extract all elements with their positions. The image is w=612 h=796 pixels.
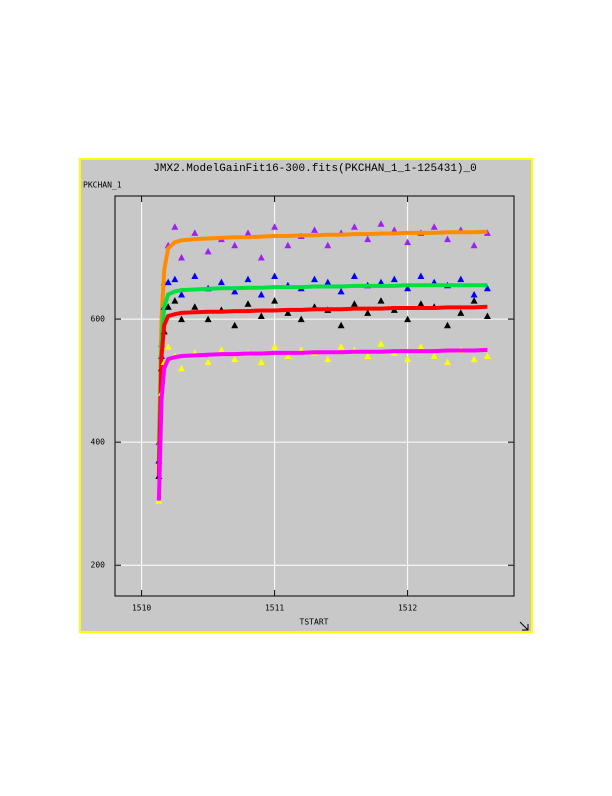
point: [470, 290, 478, 298]
point: [364, 235, 372, 243]
point: [430, 223, 438, 230]
point: [178, 254, 185, 261]
chart-title: JMX2.ModelGainFit16-300.fits(PKCHAN_1_1-…: [153, 163, 476, 175]
point: [457, 309, 465, 316]
point: [483, 352, 491, 359]
point: [483, 312, 491, 319]
point: [350, 300, 358, 307]
point: [297, 315, 305, 323]
point: [417, 272, 425, 279]
point: [444, 358, 451, 366]
y-tick-label: 400: [91, 438, 106, 447]
point: [164, 278, 172, 286]
point: [231, 321, 239, 329]
point: [191, 229, 199, 236]
point: [257, 254, 265, 261]
point: [271, 223, 279, 230]
point: [257, 312, 265, 319]
point: [231, 241, 239, 249]
x-tick-label: 1512: [398, 604, 417, 613]
point: [324, 355, 332, 363]
point: [231, 287, 239, 295]
point: [417, 343, 425, 350]
point: [204, 315, 212, 323]
point: [257, 358, 265, 366]
point: [231, 355, 239, 363]
point: [178, 364, 185, 372]
point: [164, 303, 172, 310]
point: [350, 272, 358, 279]
point: [377, 297, 385, 304]
point: [244, 229, 252, 236]
y-tick-label: 600: [91, 315, 106, 324]
point: [470, 297, 478, 304]
plot-frame: [114, 195, 515, 597]
fit-line: [156, 347, 488, 501]
point: [284, 352, 292, 359]
plot: 1510 1511 1512 200 400 600: [91, 196, 514, 613]
point: [171, 223, 179, 230]
x-tick-label: 1510: [132, 604, 151, 613]
point: [404, 315, 412, 323]
panel: [79, 158, 533, 633]
point: [337, 287, 345, 295]
point: [178, 315, 185, 323]
fit-line: [156, 283, 488, 461]
resize-icon[interactable]: [519, 621, 529, 631]
point: [271, 343, 279, 350]
point: [337, 321, 345, 329]
point: [257, 290, 265, 298]
fit-line: [156, 304, 488, 477]
point: [377, 340, 385, 347]
point: [457, 275, 465, 283]
point: [430, 352, 438, 359]
x-tick-label: 1511: [265, 604, 284, 613]
point: [171, 275, 179, 283]
point: [164, 343, 172, 350]
point: [470, 241, 478, 249]
point: [483, 284, 491, 292]
point: [444, 321, 451, 329]
point: [390, 275, 398, 283]
point: [284, 309, 292, 316]
point: [244, 275, 252, 283]
point: [444, 235, 451, 243]
point: [404, 238, 412, 246]
point: [377, 278, 385, 286]
x-axis-label: TSTART: [300, 618, 329, 627]
point: [324, 278, 332, 286]
point: [284, 241, 292, 249]
point: [204, 247, 212, 255]
point: [337, 343, 345, 350]
point: [171, 297, 179, 304]
point: [404, 284, 412, 292]
point: [417, 300, 425, 307]
point: [350, 223, 358, 230]
point: [470, 355, 478, 363]
point: [311, 226, 318, 233]
point: [324, 241, 332, 249]
point: [390, 226, 398, 233]
y-axis-label: PKCHAN_1: [83, 181, 122, 190]
point: [204, 358, 212, 366]
point: [217, 278, 225, 286]
point: [178, 290, 185, 298]
point: [377, 220, 385, 227]
fit-line: [156, 229, 488, 443]
y-tick-label: 200: [91, 561, 106, 570]
point: [244, 300, 252, 307]
point: [404, 355, 412, 363]
point: [364, 309, 372, 316]
point: [271, 297, 279, 304]
point: [191, 303, 199, 310]
point: [364, 352, 372, 359]
point: [217, 346, 225, 353]
point: [191, 272, 199, 279]
point: [311, 275, 318, 283]
point: [271, 272, 279, 279]
